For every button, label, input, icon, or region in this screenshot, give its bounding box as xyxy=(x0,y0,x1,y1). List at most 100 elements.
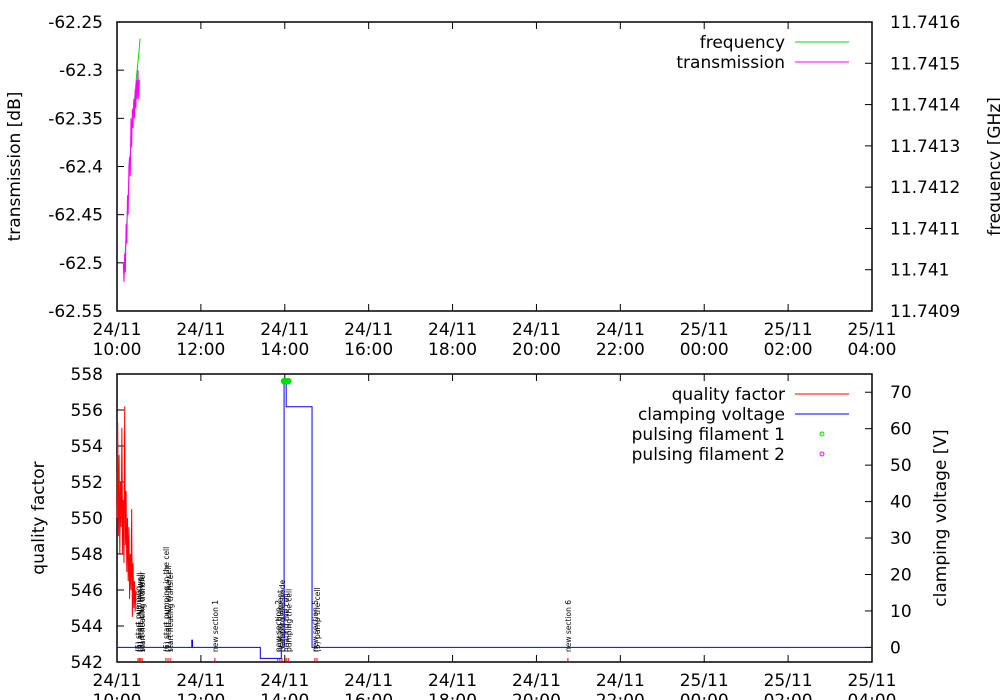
y-tick-label: 554 xyxy=(71,437,103,457)
data-point xyxy=(285,377,292,385)
annotation-label: new section 5 xyxy=(311,600,320,652)
x-tick-date: 24/11 xyxy=(260,671,309,691)
x-tick-date: 24/11 xyxy=(176,671,225,691)
x-tick-date: 24/11 xyxy=(512,320,561,340)
y-tick-label: 548 xyxy=(71,545,103,565)
x-tick-time: 20:00 xyxy=(512,691,561,700)
y2-tick-label: 11.7409 xyxy=(890,302,960,322)
x-tick-time: 10:00 xyxy=(93,691,142,700)
legend-label: pulsing filament 2 xyxy=(632,445,785,465)
annotation-label: heating filament xyxy=(276,590,285,652)
y2-tick-label: 30 xyxy=(890,529,912,549)
x-tick-time: 20:00 xyxy=(512,340,561,360)
y-tick-label: 546 xyxy=(71,581,103,601)
x-tick-time: 04:00 xyxy=(848,691,897,700)
annotation-label: new section 1 xyxy=(211,600,220,652)
annotation-label: heating the cell xyxy=(282,594,291,652)
x-tick-date: 24/11 xyxy=(344,320,393,340)
x-tick-time: 10:00 xyxy=(93,340,142,360)
y-tick-label: -62.25 xyxy=(48,13,103,33)
series-line xyxy=(116,406,137,618)
x-tick-time: 04:00 xyxy=(848,340,897,360)
y-tick-label: 550 xyxy=(71,509,103,529)
y2-tick-label: 11.7412 xyxy=(890,178,960,198)
x-tick-date: 25/11 xyxy=(764,671,813,691)
y2-tick-label: 60 xyxy=(890,420,912,440)
x-tick-time: 12:00 xyxy=(176,340,225,360)
legend-label: clamping voltage xyxy=(638,405,785,425)
x-tick-time: 18:00 xyxy=(428,340,477,360)
x-tick-time: 14:00 xyxy=(260,691,309,700)
x-tick-date: 24/11 xyxy=(428,671,477,691)
annotation-label: (5) start pumping xyxy=(134,586,143,652)
annotation-label: start heating transfer xyxy=(138,571,147,652)
annotation-label: (1) start LN2 in the cell xyxy=(164,565,173,652)
y2-tick-label: 11.7411 xyxy=(890,219,960,239)
y-tick-label: -62.45 xyxy=(48,206,103,226)
y2-tick-label: 11.7414 xyxy=(890,96,960,116)
y-tick-label: -62.5 xyxy=(59,254,103,274)
y-tick-label: 552 xyxy=(71,473,103,493)
legend-label: pulsing filament 1 xyxy=(632,425,785,445)
x-tick-date: 24/11 xyxy=(176,320,225,340)
y2-tick-label: 10 xyxy=(890,602,912,622)
x-tick-date: 24/11 xyxy=(344,671,393,691)
y2-axis-label: frequency [GHz] xyxy=(985,97,1000,236)
y2-tick-label: 11.7416 xyxy=(890,13,960,33)
x-tick-time: 16:00 xyxy=(344,691,393,700)
y-tick-label: -62.35 xyxy=(48,109,103,129)
y-axis-label: quality factor xyxy=(29,461,49,574)
y-tick-label: -62.55 xyxy=(48,302,103,322)
y-tick-label: -62.4 xyxy=(59,158,103,178)
legend-label: frequency xyxy=(700,33,785,53)
y-tick-label: 558 xyxy=(71,365,103,385)
y-tick-label: 542 xyxy=(71,653,103,673)
x-tick-time: 22:00 xyxy=(596,340,645,360)
x-tick-date: 24/11 xyxy=(512,671,561,691)
legend-swatch xyxy=(819,451,825,457)
y2-tick-label: 70 xyxy=(890,383,912,403)
x-tick-time: 16:00 xyxy=(344,340,393,360)
annotation-label: (6) start pumping in the cell xyxy=(162,547,171,652)
series-line xyxy=(117,380,872,659)
y2-axis-label: clamping voltage [V] xyxy=(931,429,951,606)
x-tick-date: 25/11 xyxy=(848,671,897,691)
x-tick-date: 24/11 xyxy=(93,320,142,340)
x-tick-date: 24/11 xyxy=(93,671,142,691)
annotation-label: new section 6 xyxy=(564,600,573,652)
annotation-label: (9) start LN2 the wall xyxy=(135,573,144,652)
y2-tick-label: 11.7415 xyxy=(890,54,960,74)
y-tick-label: 544 xyxy=(71,617,103,637)
y-tick-label: 556 xyxy=(71,401,103,421)
annotation-label: (5) pump the cell xyxy=(313,587,322,652)
legend-swatch xyxy=(819,431,825,437)
legend-label: quality factor xyxy=(672,385,785,405)
x-tick-date: 25/11 xyxy=(848,320,897,340)
x-tick-time: 02:00 xyxy=(764,340,813,360)
annotation-label: (8) start LN2 the wall xyxy=(137,573,146,652)
x-tick-time: 00:00 xyxy=(680,691,729,700)
x-tick-time: 12:00 xyxy=(176,691,225,700)
annotation-label: pumping the cell xyxy=(284,589,293,652)
y2-tick-label: 11.7413 xyxy=(890,137,960,157)
y2-tick-label: 20 xyxy=(890,566,912,586)
x-tick-date: 24/11 xyxy=(428,320,477,340)
x-tick-date: 25/11 xyxy=(680,320,729,340)
x-tick-date: 24/11 xyxy=(596,320,645,340)
y-axis-label: transmission [dB] xyxy=(5,92,25,242)
x-tick-time: 22:00 xyxy=(596,691,645,700)
annotation-label: start heating transfer xyxy=(166,571,175,652)
x-tick-time: 02:00 xyxy=(764,691,813,700)
x-tick-time: 00:00 xyxy=(680,340,729,360)
y-tick-label: -62.3 xyxy=(59,61,103,81)
x-tick-date: 25/11 xyxy=(680,671,729,691)
x-tick-date: 24/11 xyxy=(596,671,645,691)
x-tick-date: 24/11 xyxy=(260,320,309,340)
y2-tick-label: 40 xyxy=(890,493,912,513)
x-tick-date: 25/11 xyxy=(764,320,813,340)
x-tick-time: 14:00 xyxy=(260,340,309,360)
y2-tick-label: 11.741 xyxy=(890,261,949,281)
series-line xyxy=(122,70,140,283)
annotation-label: new section 2 xyxy=(274,600,283,652)
